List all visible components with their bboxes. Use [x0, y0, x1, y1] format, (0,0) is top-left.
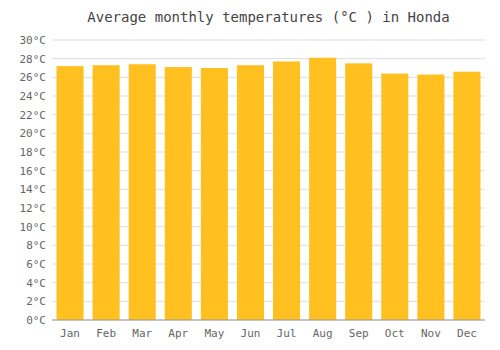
page: {"chart_data": {"type": "bar", "title": …: [0, 0, 500, 350]
bar: [237, 65, 264, 320]
y-tick-label: 10°C: [20, 221, 47, 234]
bar: [345, 63, 372, 320]
y-tick-label: 26°C: [20, 71, 47, 84]
y-tick-label: 16°C: [20, 165, 47, 178]
grid: [52, 40, 485, 320]
y-tick-label: 22°C: [20, 109, 47, 122]
grid-line: [52, 320, 485, 321]
chart-container: Average monthly temperatures (°C ) in Ho…: [0, 0, 500, 350]
x-tick-label: Mar: [132, 327, 152, 340]
grid-line: [52, 40, 485, 41]
y-tick-label: 20°C: [20, 127, 47, 140]
x-tick-label: May: [204, 327, 224, 340]
bar: [129, 64, 156, 320]
bar: [417, 75, 444, 320]
bar: [273, 61, 300, 320]
title: Average monthly temperatures (°C ) in Ho…: [87, 9, 449, 25]
x-tick-label: Nov: [421, 327, 441, 340]
y-tick-label: 12°C: [20, 202, 47, 215]
bar: [453, 72, 480, 320]
bars: [57, 58, 481, 320]
bar: [201, 68, 228, 320]
y-tick-label: 2°C: [26, 295, 46, 308]
y-tick-label: 8°C: [26, 239, 46, 252]
x-tick-label: Oct: [385, 327, 405, 340]
y-tick-label: 6°C: [26, 258, 46, 271]
x-tick-label: Apr: [168, 327, 188, 340]
x-tick-label: Jul: [277, 327, 297, 340]
y-tick-label: 30°C: [20, 34, 47, 47]
chart: Average monthly temperatures (°C ) in Ho…: [0, 0, 500, 350]
y-tick-label: 24°C: [20, 90, 47, 103]
y-axis: 0°C 2°C 4°C 6°C 8°C 10°C 12°C 14°C 16°C 18°C 20°C 2…: [20, 34, 47, 327]
y-tick-label: 14°C: [20, 183, 47, 196]
x-tick-label: Feb: [96, 327, 116, 340]
y-tick-label: 4°C: [26, 277, 46, 290]
bar: [165, 67, 192, 320]
y-tick-label: 28°C: [20, 53, 47, 66]
x-tick-label: Jun: [241, 327, 261, 340]
bar: [309, 58, 336, 320]
y-tick-label: 18°C: [20, 146, 47, 159]
bar: [57, 66, 84, 320]
x-tick-label: Sep: [349, 327, 369, 340]
x-axis-line: [52, 320, 485, 321]
x-tick-label: Jan: [60, 327, 80, 340]
x-tick-label: Dec: [457, 327, 477, 340]
x-axis: Jan Feb Mar Apr May Jun Jul Aug Sep Oct Nov Dec: [52, 320, 485, 340]
bar: [93, 65, 120, 320]
x-tick-label: Aug: [313, 327, 333, 340]
bar: [381, 74, 408, 320]
grid-line: [52, 58, 485, 59]
y-tick-label: 0°C: [26, 314, 46, 327]
